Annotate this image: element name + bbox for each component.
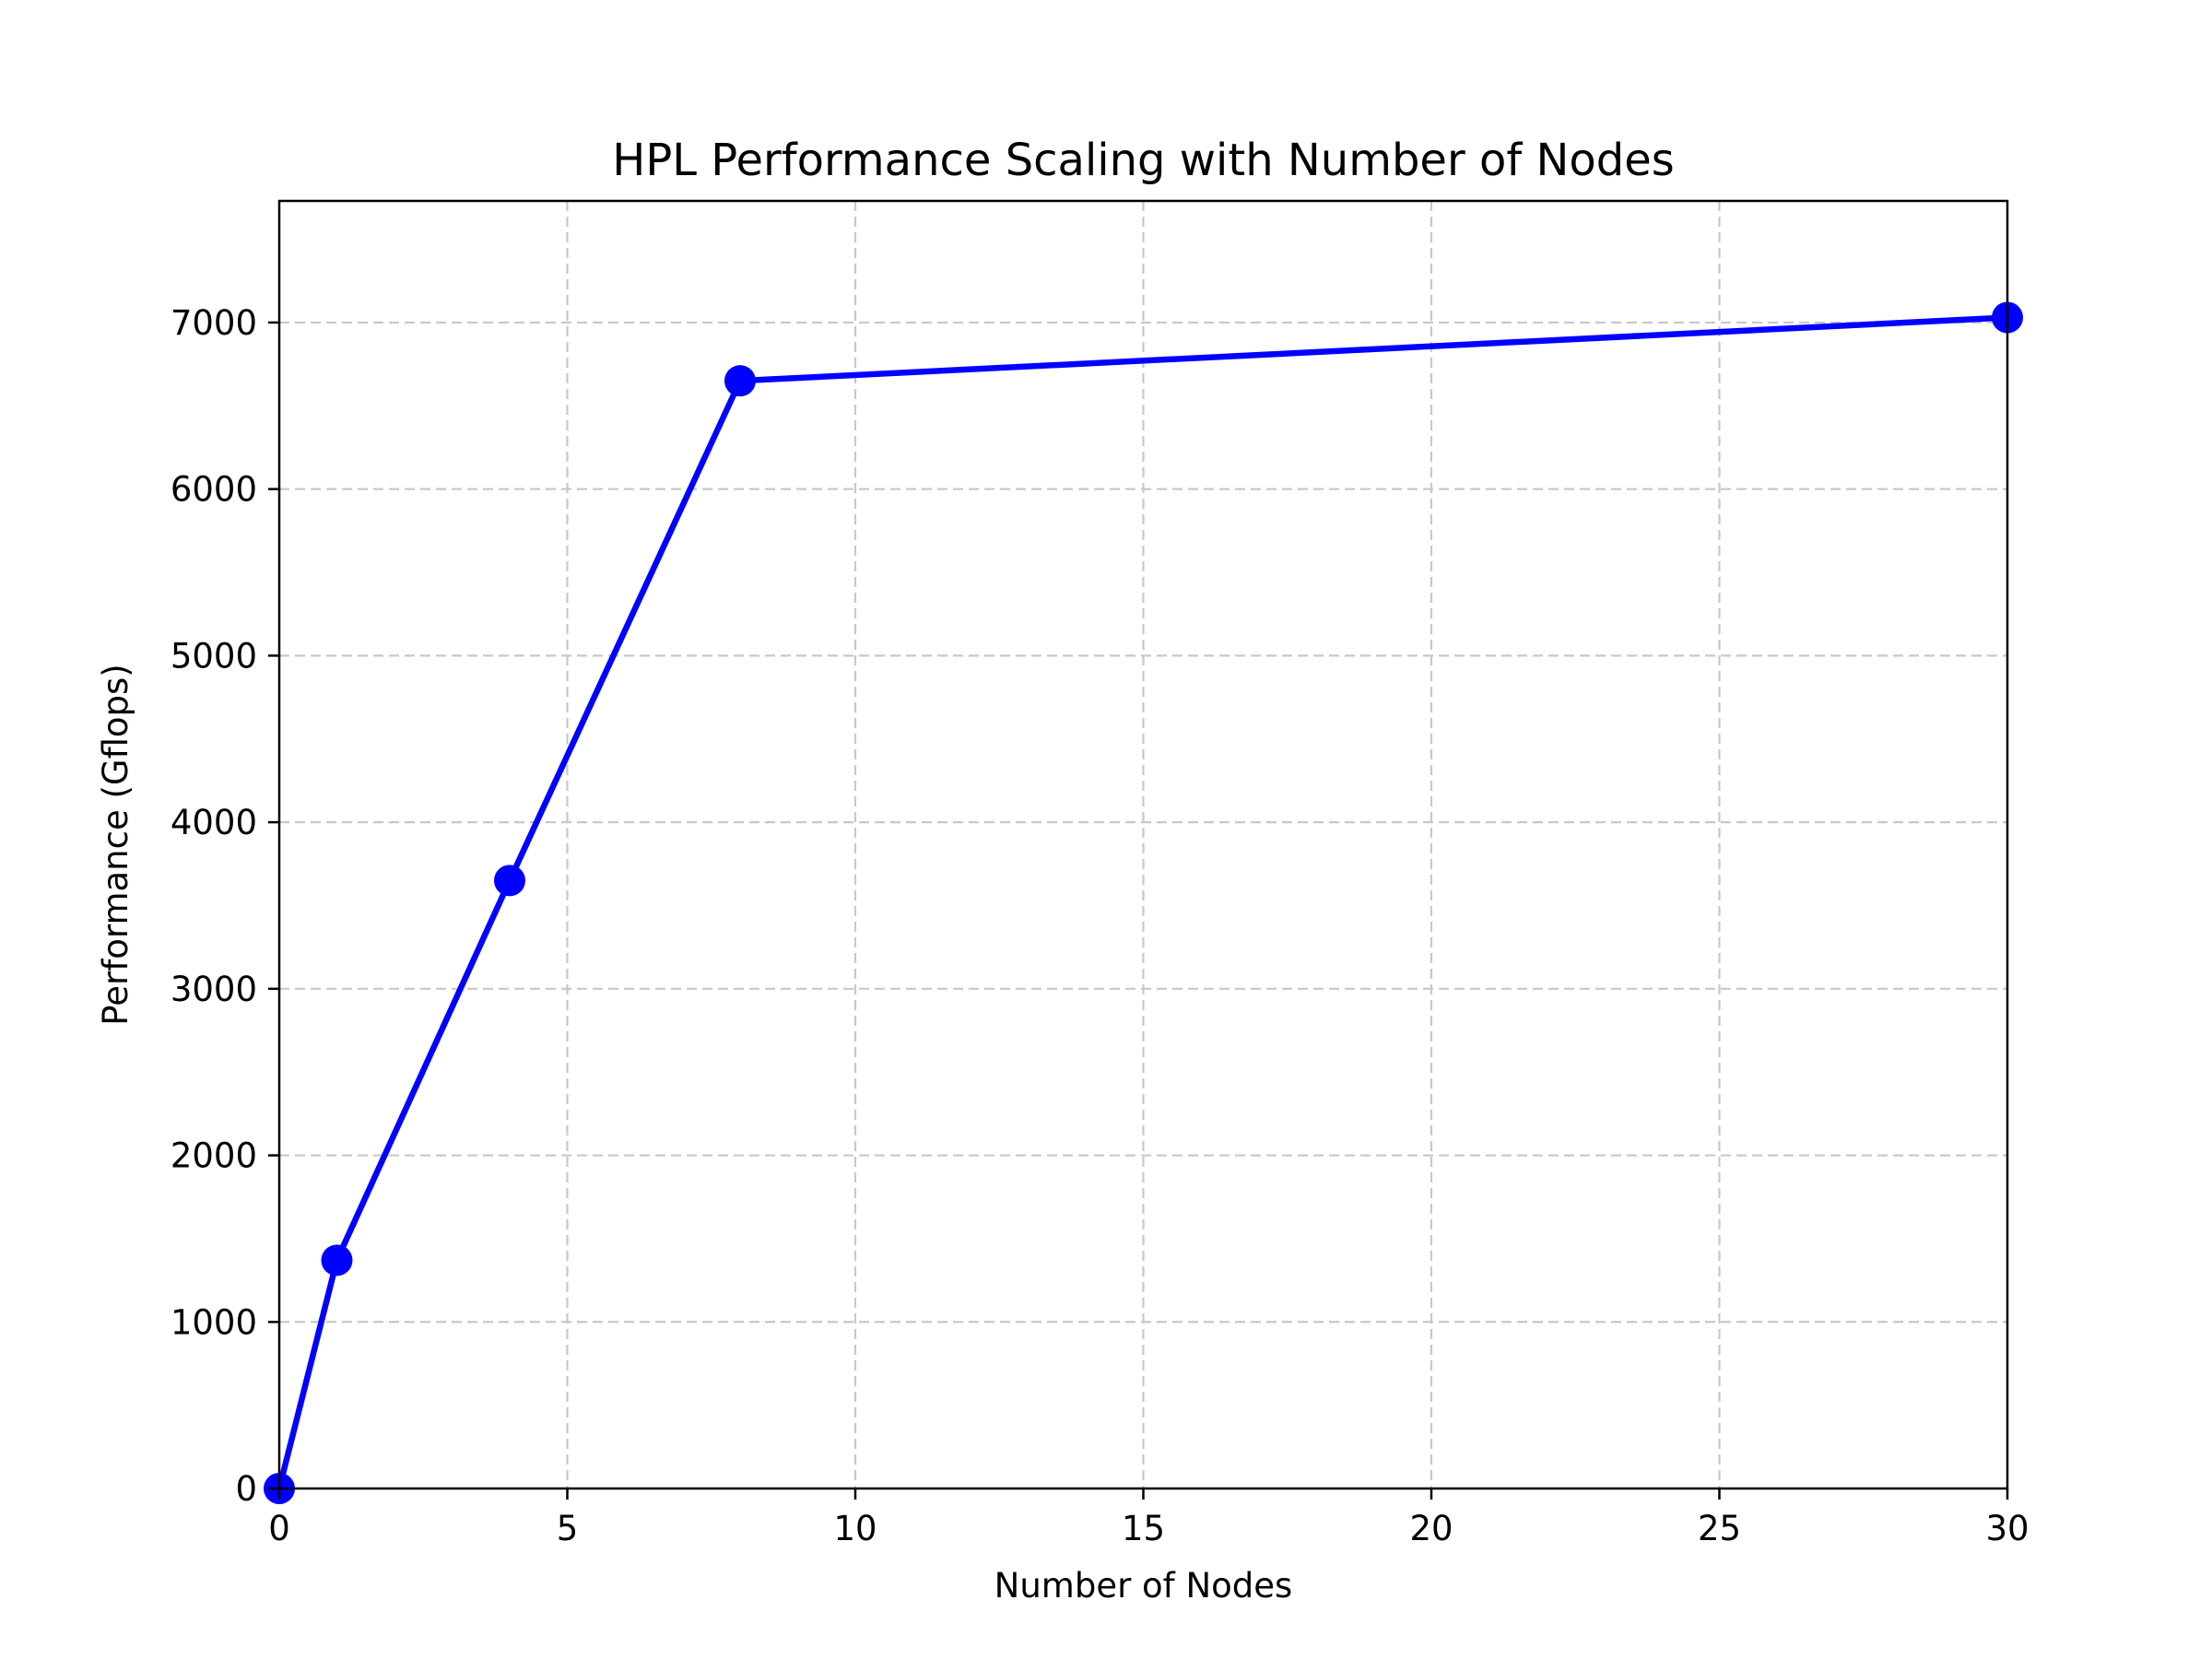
x-tick-label: 0	[268, 1509, 290, 1548]
x-tick-label: 15	[1122, 1509, 1165, 1548]
y-tick-label: 5000	[171, 636, 257, 676]
x-tick-label: 20	[1409, 1509, 1453, 1548]
data-point	[494, 865, 525, 897]
y-axis: 0 1000 2000 3000 4000 5000 6000 7000	[171, 303, 279, 1509]
x-tick-label: 30	[1985, 1509, 2029, 1548]
y-tick-label: 2000	[171, 1136, 257, 1176]
x-tick-label: 5	[557, 1509, 579, 1548]
y-tick-label: 3000	[171, 970, 257, 1009]
x-tick-label: 10	[833, 1509, 877, 1548]
y-tick-label: 4000	[171, 803, 257, 842]
plot-series	[264, 301, 2023, 1504]
data-point	[724, 365, 756, 397]
y-tick-label: 7000	[171, 303, 257, 343]
data-point	[321, 1244, 353, 1277]
grid	[279, 201, 2007, 1488]
series-line	[276, 314, 2011, 1492]
x-axis: 0 5 10 15 20 25 30	[268, 1488, 2030, 1548]
x-tick-label: 25	[1698, 1509, 1741, 1548]
x-axis-label: Number of Nodes	[994, 1566, 1293, 1606]
y-tick-label: 0	[235, 1469, 257, 1509]
chart-title: HPL Performance Scaling with Number of N…	[612, 135, 1675, 186]
y-tick-label: 1000	[171, 1302, 257, 1342]
y-tick-label: 6000	[171, 470, 257, 510]
y-axis-label: Performance (Gflops)	[96, 664, 135, 1025]
